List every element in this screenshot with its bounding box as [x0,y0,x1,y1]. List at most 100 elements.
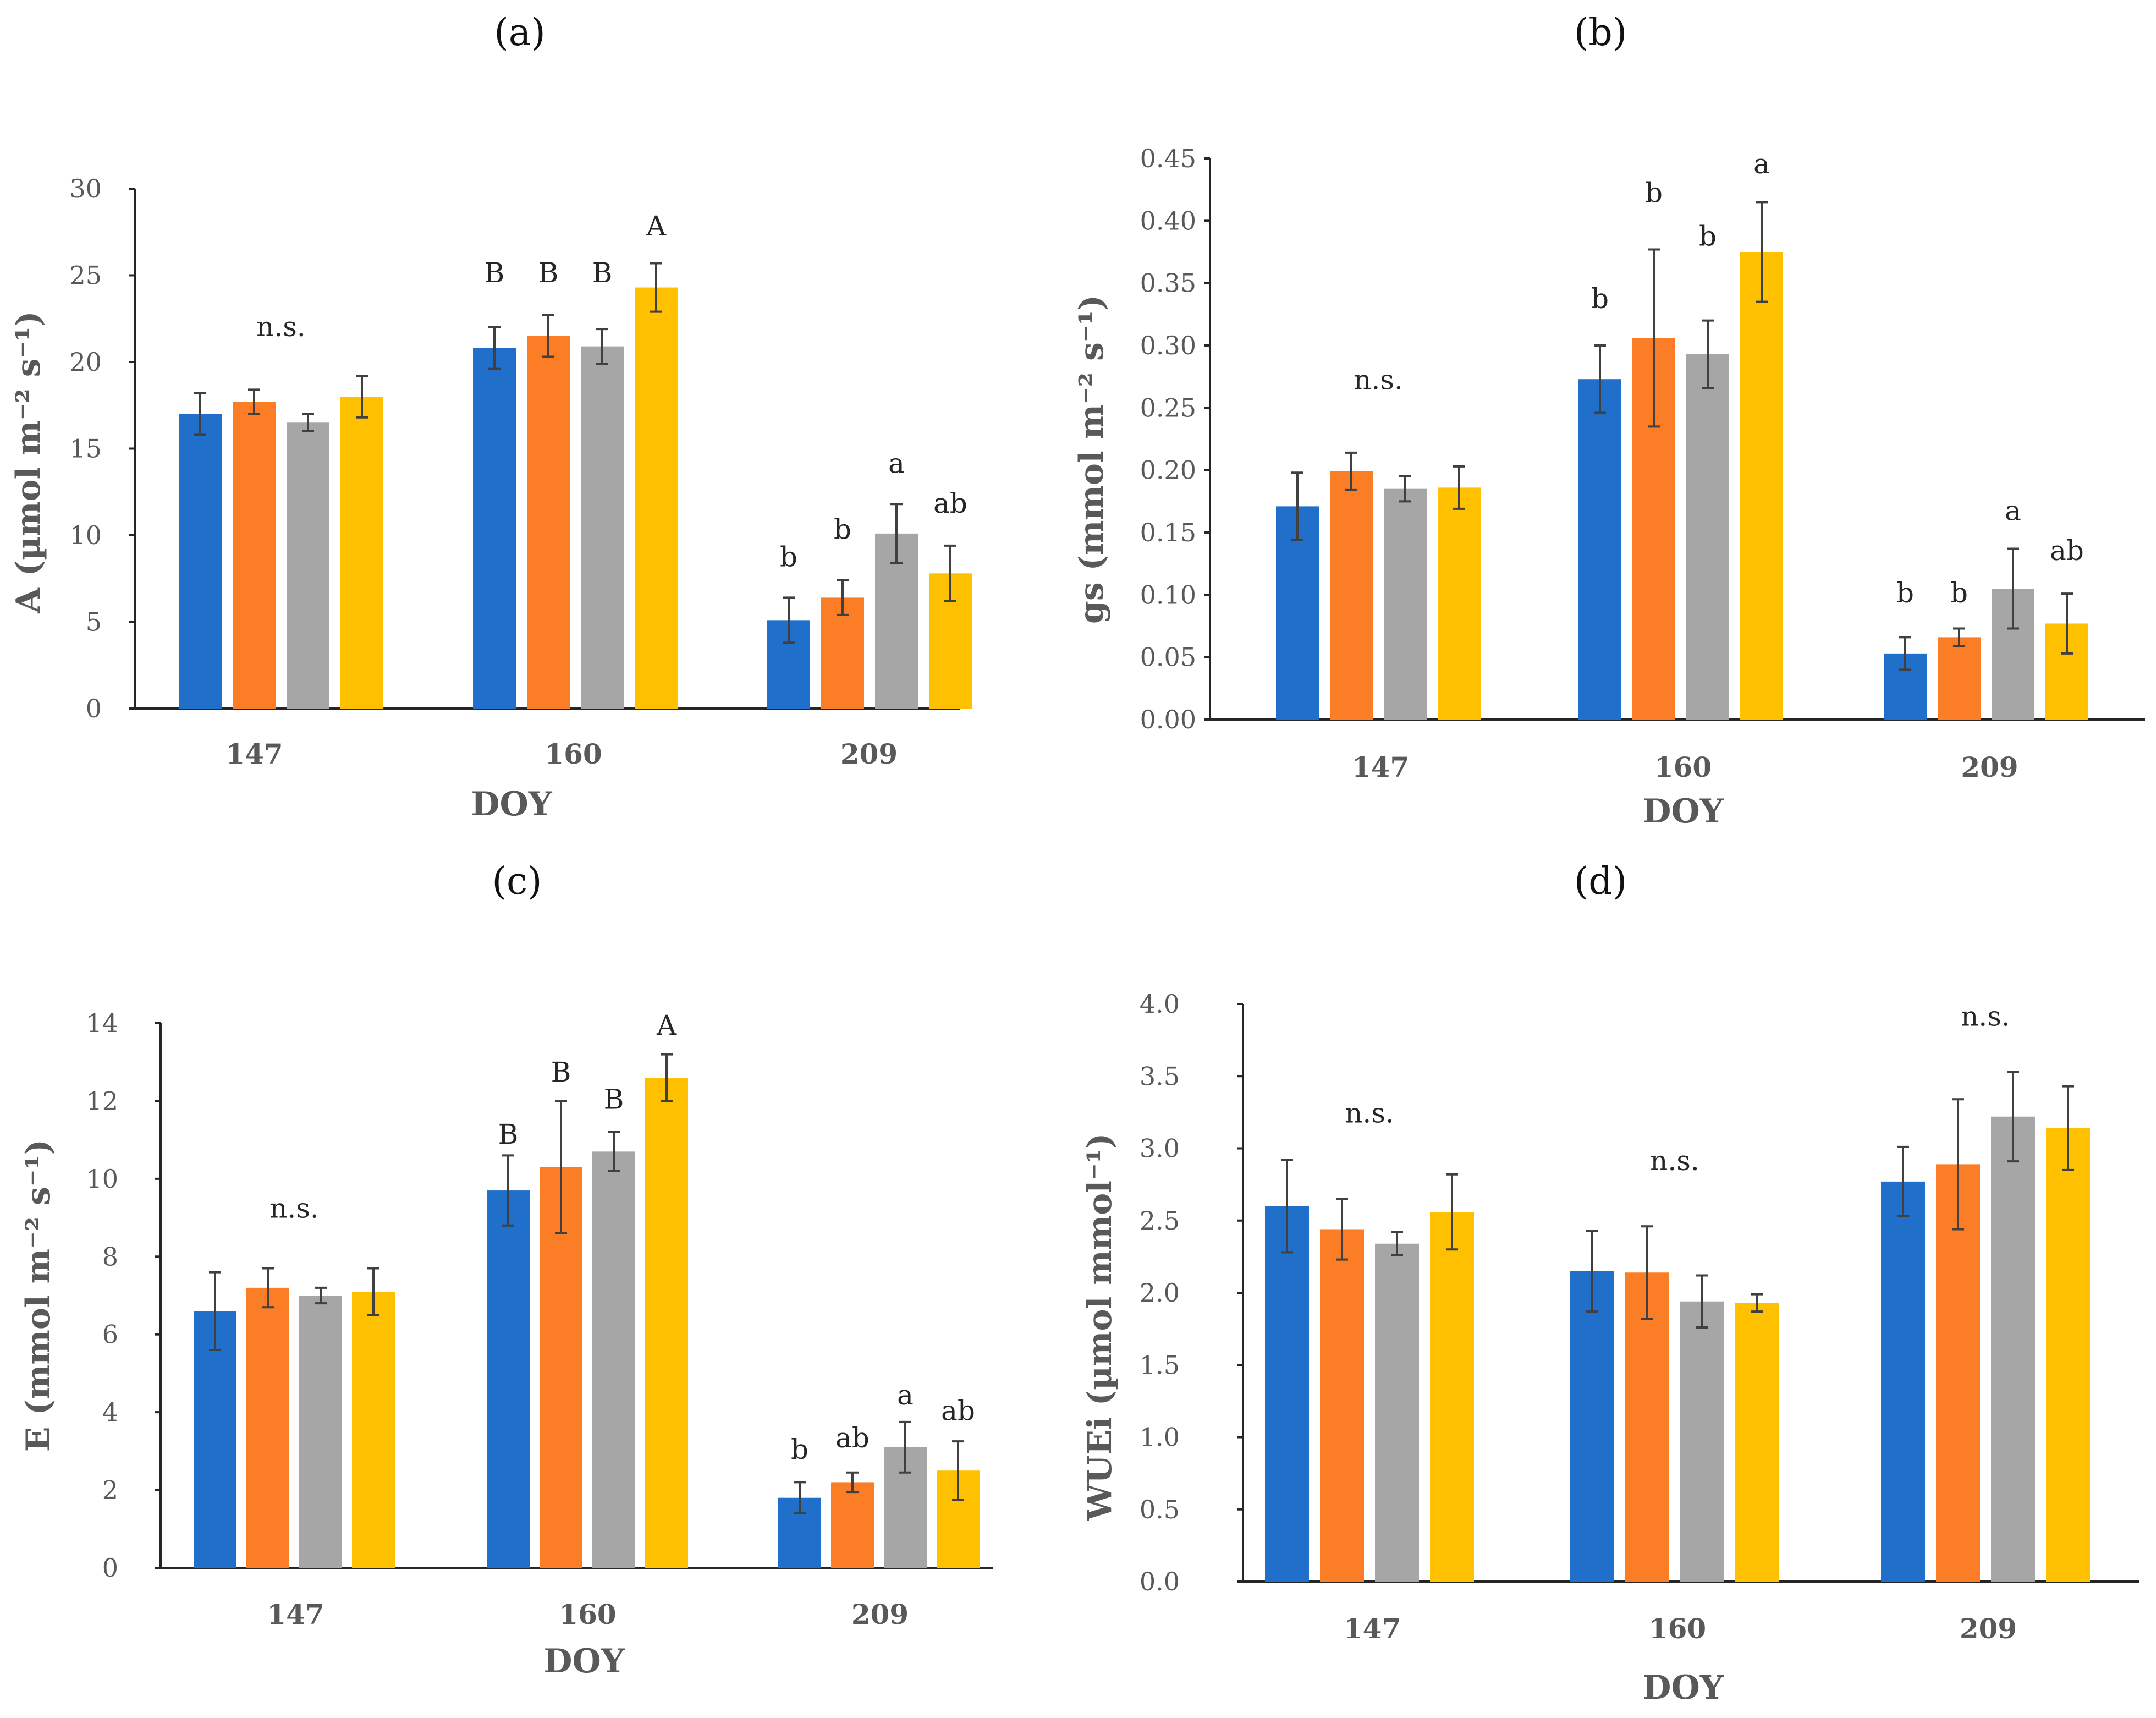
bar [645,1078,688,1568]
y-tick-label: 0.45 [1140,144,1196,173]
bar [1740,252,1783,720]
x-tick-label: 209 [840,738,898,770]
bar [1881,1181,1925,1582]
significance-label: ab [2050,535,2084,567]
significance-label: a [888,448,905,480]
y-tick-label: 15 [69,434,102,464]
x-tick-label: 160 [1649,1612,1706,1645]
bar [352,1291,395,1568]
y-tick-label: 3.0 [1140,1134,1180,1163]
y-tick-label: 0.5 [1140,1495,1180,1524]
y-tick-label: 1.5 [1140,1350,1180,1380]
y-tick-label: 2.0 [1140,1278,1180,1308]
bar [179,414,222,709]
bar [527,336,570,709]
bar [1936,1164,1980,1582]
significance-label: b [780,541,798,573]
y-tick-label: 25 [69,261,102,290]
y-tick-label: 30 [69,174,102,204]
significance-label: B [498,1118,519,1150]
significance-label: b [1699,221,1717,253]
x-tick-label: 160 [544,738,602,770]
chart-d: (d) DOY WUEi (µmol mmol⁻¹) 0.0 0.5 1.0 1.5 2… [1081,860,2140,1707]
bar [299,1296,342,1568]
y-tick-label: 0.10 [1140,580,1196,610]
x-tick-label: 209 [1960,1612,2017,1645]
y-tick-label: 2 [102,1475,118,1505]
y-tick-label: 0.20 [1140,455,1196,485]
x-axis-title-b: DOY [1642,792,1724,831]
bar [246,1287,289,1568]
bar [1570,1271,1614,1582]
y-tick-label: 12 [86,1086,118,1116]
significance-label: n.s. [1354,364,1403,396]
significance-label: b [1950,577,1968,609]
y-tick-label: 0.30 [1140,331,1196,360]
bar [1579,379,1621,720]
bar [1276,506,1319,720]
significance-label: B [538,257,559,289]
y-axis-title-c: E (mmol m⁻² s⁻¹) [19,1139,58,1452]
bar [287,422,329,709]
y-tick-label: 4 [102,1397,118,1427]
y-axis-title-b: gs (mmol m⁻² s⁻¹) [1072,295,1111,624]
x-tick-label: 147 [226,738,283,770]
bar [1330,471,1373,720]
bar [1438,487,1481,720]
significance-label: A [656,1009,677,1041]
chart-b: (b) DOY gs (mmol m⁻² s⁻¹) 0.00 0.05 0.10 0.… [1072,11,2145,831]
y-tick-label: 0.00 [1140,705,1196,734]
x-tick-label: 209 [1961,751,2018,783]
x-axis-title-a: DOY [471,785,552,824]
y-tick-label: 20 [69,347,102,377]
chart-a: (a) DOY A (µmol m⁻² s⁻¹) 0 5 10 15 20 25 30 147… [9,11,972,824]
significance-label: b [1645,177,1663,208]
y-tick-label: 2.5 [1140,1206,1180,1236]
significance-label: ab [835,1422,870,1454]
y-tick-label: 10 [86,1164,118,1194]
y-tick-label: 0.35 [1140,268,1196,298]
bar [2046,1128,2090,1582]
panel-label-d: (d) [1574,860,1627,903]
bar [1680,1301,1724,1582]
x-tick-label: 147 [267,1598,324,1631]
significance-label: n.s. [1650,1145,1700,1177]
bar [635,287,678,709]
y-tick-label: 0.15 [1140,518,1196,547]
bar [194,1311,237,1568]
x-tick-label: 160 [1654,751,1712,783]
significance-label: ab [933,487,967,519]
bar [1625,1272,1669,1582]
significance-label: n.s. [1345,1097,1394,1129]
significance-label: n.s. [270,1193,319,1225]
significance-label: n.s. [1961,1000,2010,1032]
x-tick-label: 209 [851,1598,909,1631]
panel-label-b: (b) [1574,11,1627,54]
significance-label: a [897,1379,914,1411]
y-tick-label: 14 [86,1008,118,1038]
y-tick-label: 6 [102,1320,118,1349]
y-tick-label: 5 [86,607,102,637]
significance-label: b [834,513,851,545]
significance-label: b [1896,577,1914,609]
bar [831,1482,874,1568]
x-tick-label: 147 [1344,1612,1401,1645]
y-axis-title-d: WUEi (µmol mmol⁻¹) [1081,1133,1119,1522]
y-tick-label: 3.5 [1140,1061,1180,1091]
bar [1991,1116,2035,1582]
bar [233,402,276,709]
significance-label: n.s. [256,311,306,343]
bar [1375,1243,1419,1582]
significance-label: B [485,257,505,289]
bar [1320,1229,1364,1582]
x-axis-title-c: DOY [543,1642,625,1681]
y-tick-label: 0 [102,1553,118,1583]
significance-label: a [1753,148,1770,180]
bar [821,597,864,709]
bar [1735,1303,1779,1582]
y-tick-label: 8 [102,1242,118,1271]
panel-label-a: (a) [494,11,546,54]
panel-label-c: (c) [492,860,542,903]
significance-label: b [1591,283,1609,315]
chart-c: (c) DOY E (mmol m⁻² s⁻¹) 0 2 4 6 8 10 12 14 147 1… [19,860,993,1681]
